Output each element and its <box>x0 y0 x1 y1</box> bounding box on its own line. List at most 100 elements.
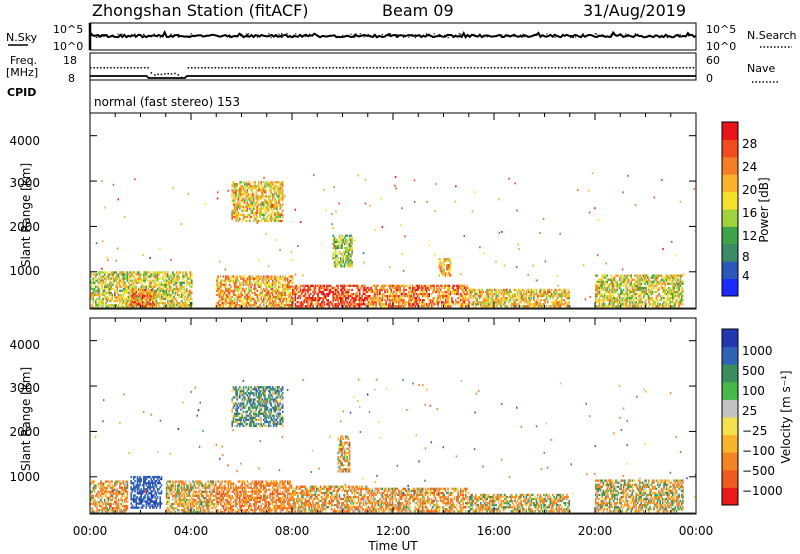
data-cell <box>254 287 256 290</box>
data-cell <box>663 290 665 294</box>
data-cell <box>120 295 122 299</box>
data-cell <box>631 278 634 281</box>
data-cell <box>98 302 101 305</box>
data-cell <box>259 203 261 206</box>
data-cell <box>231 189 233 192</box>
data-cell <box>162 283 164 286</box>
data-cell <box>185 281 188 284</box>
data-cell <box>401 284 404 287</box>
data-cell <box>260 275 262 278</box>
data-cell <box>276 297 279 301</box>
data-cell <box>125 271 127 274</box>
data-cell <box>559 288 562 292</box>
data-cell <box>228 304 231 307</box>
data-cell <box>111 297 114 301</box>
data-cell <box>418 286 420 290</box>
data-cell <box>486 290 488 294</box>
data-cell <box>645 303 648 306</box>
data-cell <box>235 277 237 280</box>
data-cell <box>487 290 490 294</box>
data-cell <box>347 299 350 302</box>
data-cell <box>183 306 185 309</box>
data-cell <box>512 292 515 296</box>
data-cell <box>555 301 558 304</box>
nave-point <box>463 67 466 69</box>
data-cell <box>610 278 612 281</box>
data-cell <box>486 297 488 300</box>
data-cell <box>630 276 632 279</box>
data-cell <box>179 285 182 288</box>
data-cell <box>153 281 155 284</box>
data-cell <box>386 290 389 294</box>
data-cell <box>362 284 365 287</box>
data-cell <box>159 291 161 295</box>
data-cell <box>240 193 242 196</box>
data-cell <box>145 271 148 274</box>
data-cell <box>630 294 632 298</box>
cpid-label: CPID <box>7 86 36 99</box>
data-cell <box>547 290 549 294</box>
data-cell <box>93 287 96 290</box>
data-cell <box>648 297 650 300</box>
data-cell <box>452 301 454 304</box>
data-cell <box>216 283 218 286</box>
data-cell <box>597 287 599 290</box>
data-cell <box>358 305 361 308</box>
data-cell <box>178 295 180 299</box>
nsearch-point <box>460 33 462 35</box>
data-cell <box>408 292 410 296</box>
data-cell <box>452 286 454 290</box>
data-cell <box>351 294 353 298</box>
data-cell <box>472 301 475 304</box>
data-cell <box>232 291 235 295</box>
data-cell <box>334 263 337 266</box>
nsearch-point <box>293 34 295 36</box>
data-cell <box>564 301 567 304</box>
data-cell <box>159 248 161 251</box>
data-cell <box>531 290 534 294</box>
data-cell <box>514 301 516 304</box>
data-cell <box>650 286 653 290</box>
data-cell <box>567 288 569 292</box>
data-cell <box>510 297 512 300</box>
data-cell <box>254 302 256 305</box>
data-cell <box>463 294 466 298</box>
data-cell <box>399 297 401 300</box>
data-cell <box>231 199 233 202</box>
data-cell <box>644 292 646 296</box>
data-cell <box>341 284 343 287</box>
data-cell <box>144 275 146 278</box>
data-cell <box>671 240 673 243</box>
data-cell <box>143 306 145 309</box>
data-cell <box>441 284 443 287</box>
data-cell <box>281 291 284 295</box>
data-cell <box>276 213 279 216</box>
data-cell <box>562 294 564 298</box>
data-cell <box>434 301 437 304</box>
data-cell <box>399 299 401 302</box>
data-cell <box>249 297 251 301</box>
data-cell <box>357 294 360 298</box>
data-cell <box>246 295 249 299</box>
data-cell <box>240 203 242 206</box>
data-cell <box>458 301 461 304</box>
nave-point <box>90 67 92 69</box>
data-cell <box>395 301 398 304</box>
data-cell <box>165 283 168 286</box>
nsearch-point <box>286 33 288 35</box>
data-cell <box>564 294 567 298</box>
data-cell <box>476 292 478 296</box>
data-cell <box>155 297 158 301</box>
data-cell <box>110 299 112 303</box>
data-cell <box>512 299 515 302</box>
data-cell <box>514 292 516 296</box>
data-cell <box>93 289 96 292</box>
data-cell <box>675 274 678 277</box>
data-cell <box>317 294 319 298</box>
data-cell <box>423 301 425 304</box>
data-cell <box>265 217 268 221</box>
data-cell <box>400 290 403 294</box>
data-cell <box>650 284 653 287</box>
data-cell <box>534 305 536 308</box>
data-cell <box>639 299 641 302</box>
